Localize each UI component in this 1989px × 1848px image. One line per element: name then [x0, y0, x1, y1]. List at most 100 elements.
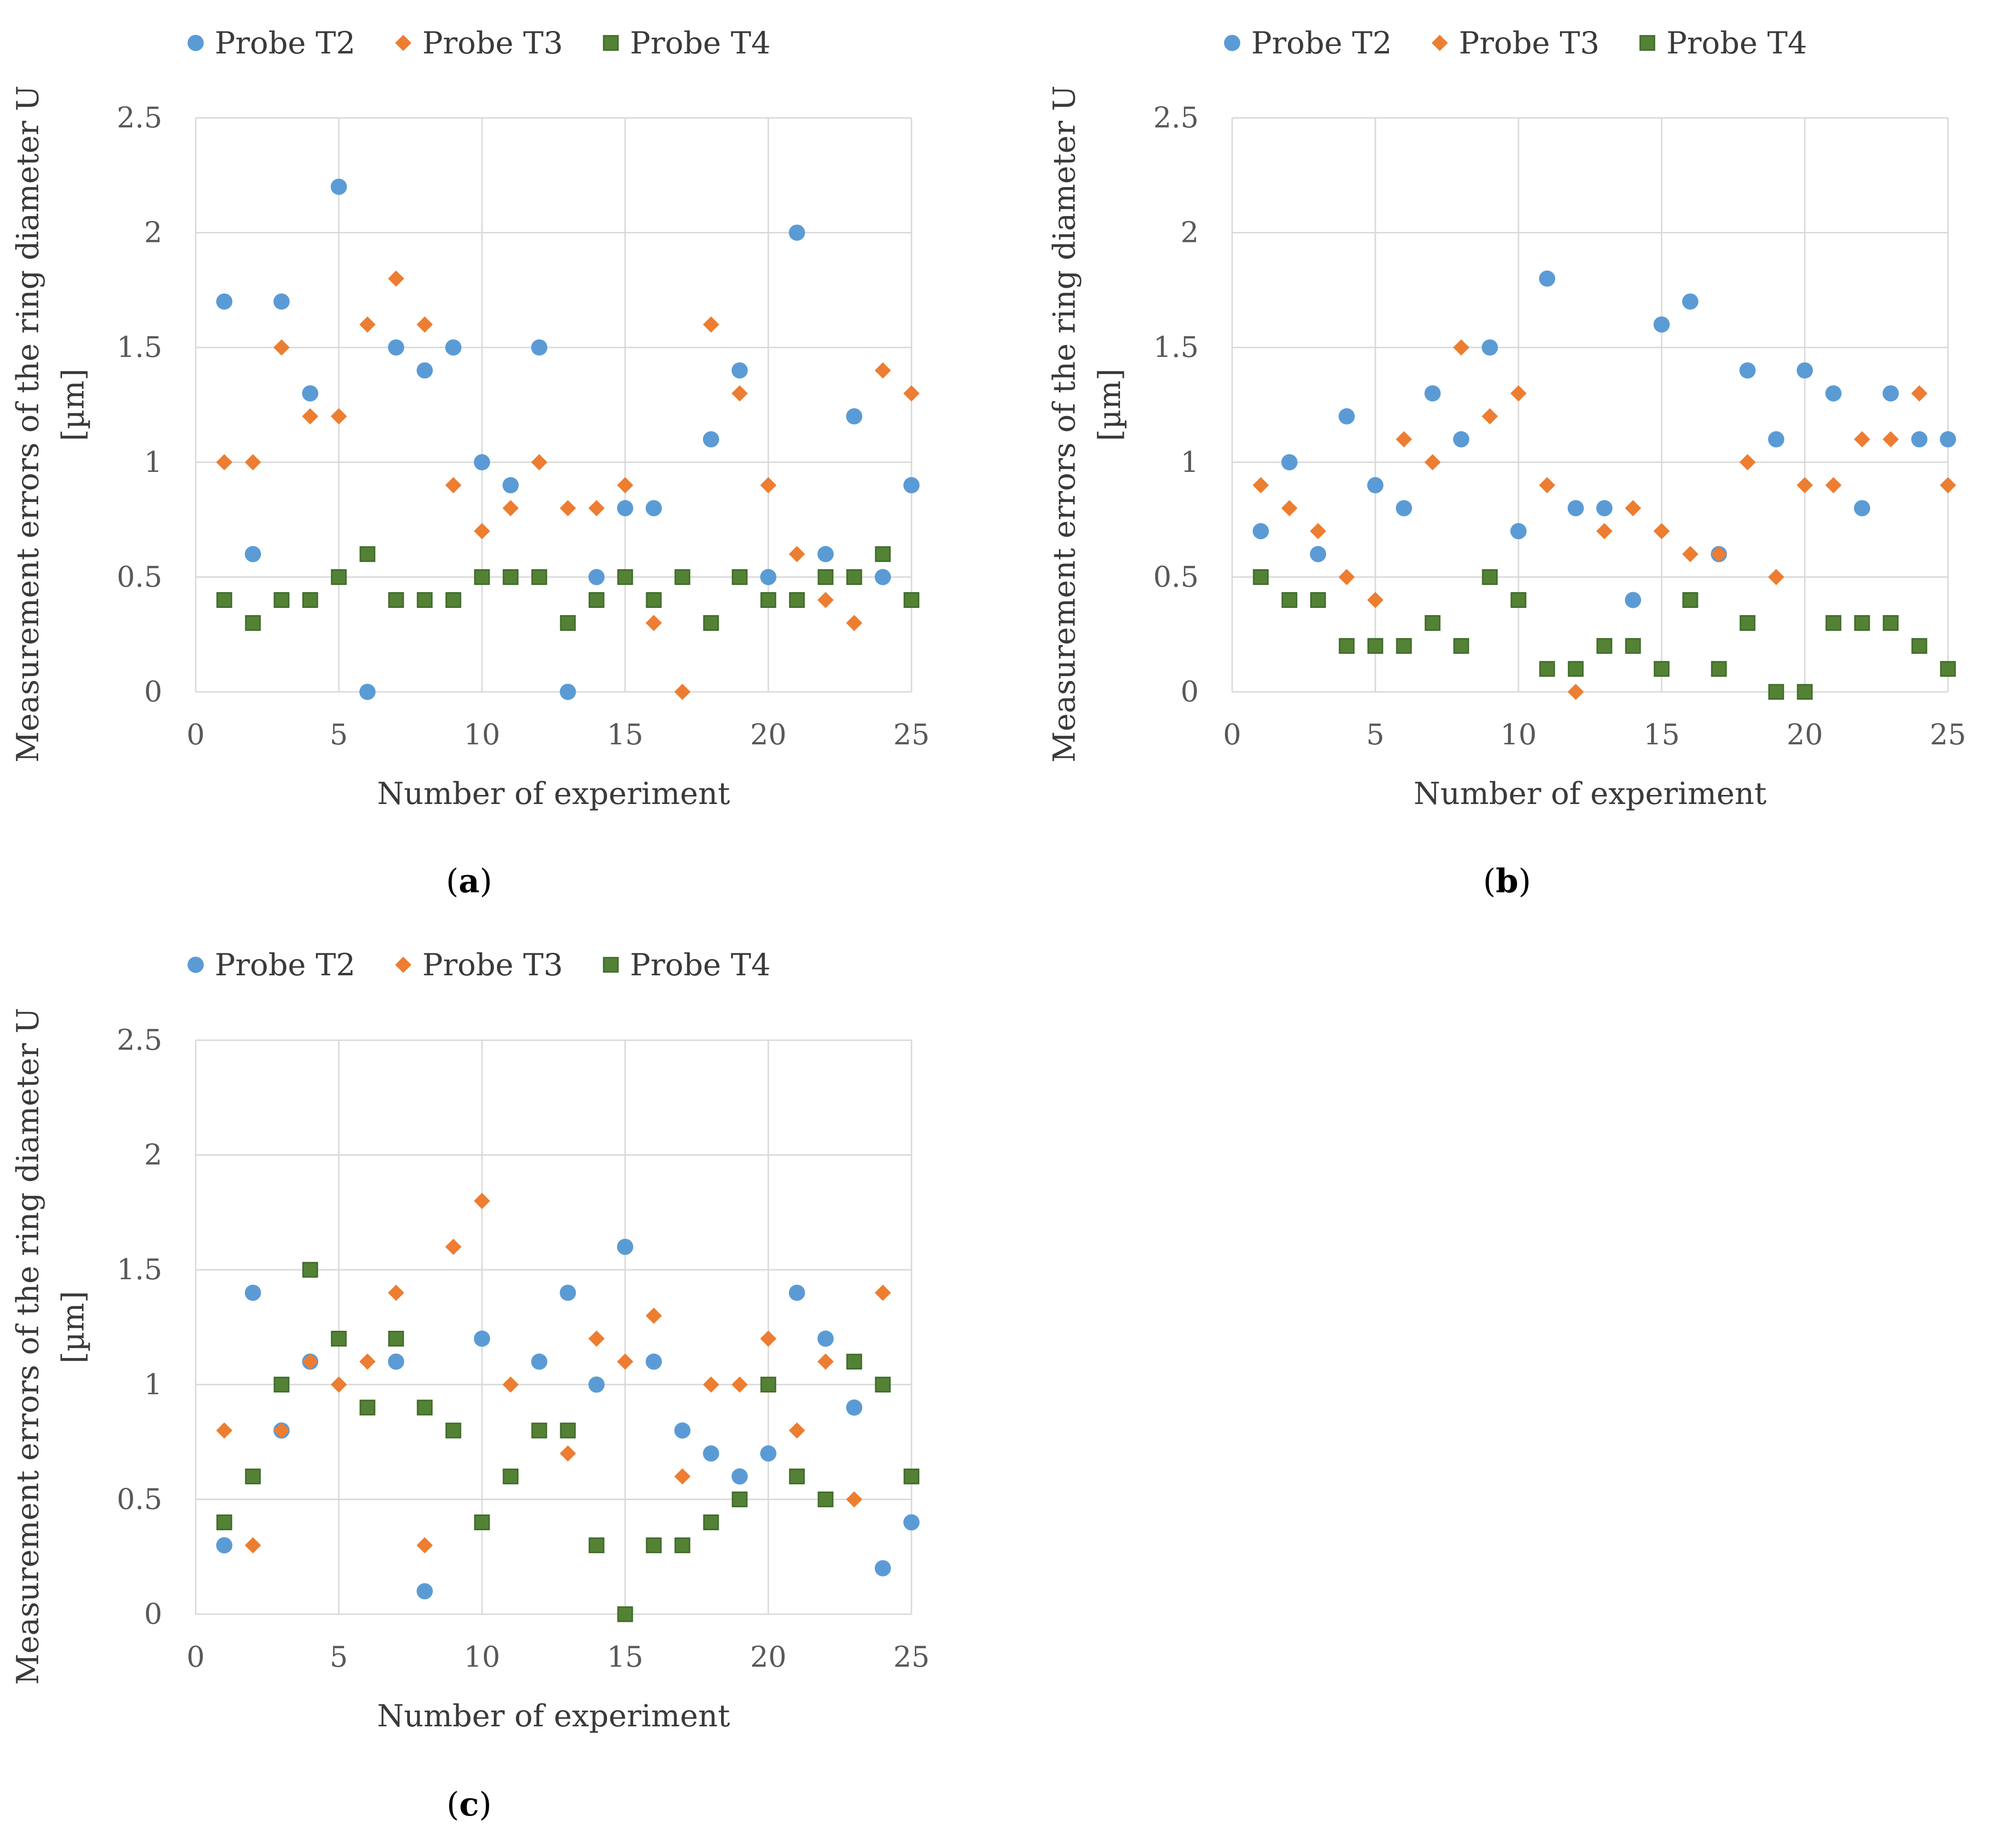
y-tick-label: 0.5 [1153, 560, 1199, 594]
data-point [1739, 615, 1756, 631]
data-point [875, 546, 891, 562]
data-point [1510, 385, 1527, 402]
data-point [474, 569, 490, 585]
data-point [1682, 592, 1698, 608]
data-point [1854, 431, 1870, 448]
data-point [617, 1353, 633, 1370]
data-point [245, 1284, 261, 1301]
data-point [359, 546, 376, 562]
x-axis-title: Number of experiment [377, 776, 730, 812]
y-tick-label: 2 [144, 216, 162, 250]
data-point [817, 1491, 834, 1507]
x-tick-label: 25 [893, 718, 930, 752]
legend-marker [603, 35, 619, 51]
data-point [388, 1284, 404, 1301]
data-point [703, 1514, 719, 1531]
data-point [502, 500, 519, 517]
x-tick-label: 25 [1930, 718, 1966, 752]
data-point [732, 1468, 748, 1485]
data-point [502, 477, 519, 493]
data-point [216, 1514, 232, 1531]
data-point [1940, 477, 1956, 493]
y-tick-label: 0.5 [117, 560, 162, 594]
legend-label: Probe T3 [1459, 26, 1600, 61]
legend-label: Probe T3 [422, 26, 563, 61]
data-point [1482, 408, 1498, 425]
data-point [703, 615, 719, 631]
data-point [846, 1491, 862, 1508]
legend-label: Probe T2 [215, 26, 356, 61]
data-point [789, 1422, 805, 1439]
data-point [1825, 477, 1842, 493]
data-point [445, 1422, 461, 1439]
data-point [531, 454, 547, 470]
legend-marker [395, 957, 411, 973]
data-point [646, 1537, 662, 1554]
data-point [1911, 431, 1927, 448]
data-point [216, 592, 232, 608]
legend-label: Probe T2 [1251, 26, 1392, 61]
data-point [1367, 592, 1383, 608]
y-tick-label: 0 [144, 675, 162, 709]
x-tick-label: 5 [330, 718, 348, 752]
y-tick-label: 0 [144, 1597, 162, 1631]
data-point [1797, 362, 1813, 379]
data-point [1568, 661, 1584, 677]
data-point [445, 1239, 461, 1255]
data-point [474, 523, 490, 540]
data-point [1768, 569, 1784, 585]
y-axis-title: Measurement errors of the ring diameter … [1047, 85, 1082, 762]
data-point [1510, 523, 1527, 540]
data-point [1253, 523, 1269, 540]
legend-item: Probe T4 [603, 948, 771, 983]
data-point [417, 362, 433, 379]
data-point [474, 1514, 490, 1531]
data-point [1854, 500, 1870, 517]
data-point [789, 592, 805, 608]
data-point [646, 500, 662, 517]
data-point [474, 454, 490, 470]
data-point [1911, 638, 1927, 654]
legend-label: Probe T4 [630, 26, 771, 61]
data-point [1539, 270, 1555, 287]
data-point [646, 592, 662, 608]
data-point [1424, 385, 1441, 402]
data-point [1281, 454, 1298, 470]
x-tick-label: 0 [187, 718, 205, 752]
legend-item: Probe T2 [188, 26, 356, 61]
data-point [646, 1307, 662, 1324]
data-point [445, 339, 461, 356]
legend-item: Probe T3 [395, 26, 563, 61]
data-point [331, 178, 347, 195]
data-point [1625, 500, 1641, 517]
data-point [216, 1422, 232, 1439]
data-point [674, 1468, 691, 1485]
legend-marker [1432, 35, 1448, 51]
data-point [760, 477, 776, 493]
data-point [560, 615, 576, 631]
data-point [617, 477, 633, 493]
data-point [617, 569, 633, 585]
data-point [359, 1399, 376, 1416]
x-tick-label: 5 [330, 1640, 348, 1674]
y-axis-unit: [µm] [56, 1291, 91, 1363]
data-point [1654, 661, 1670, 677]
data-point [1339, 638, 1355, 654]
data-point [846, 1399, 862, 1416]
data-point [1625, 592, 1641, 608]
data-point [875, 1560, 891, 1577]
data-point [531, 1353, 547, 1370]
data-point [531, 1422, 547, 1439]
data-point [359, 316, 376, 333]
data-point [703, 431, 719, 448]
data-point [1768, 684, 1784, 700]
data-point [474, 1192, 490, 1209]
data-point [1253, 569, 1269, 585]
data-point [903, 1514, 920, 1531]
data-point [1281, 500, 1298, 517]
data-point [302, 592, 318, 608]
data-point [331, 569, 347, 585]
data-point [760, 1377, 776, 1393]
data-point [674, 1422, 691, 1439]
data-point [588, 569, 605, 585]
